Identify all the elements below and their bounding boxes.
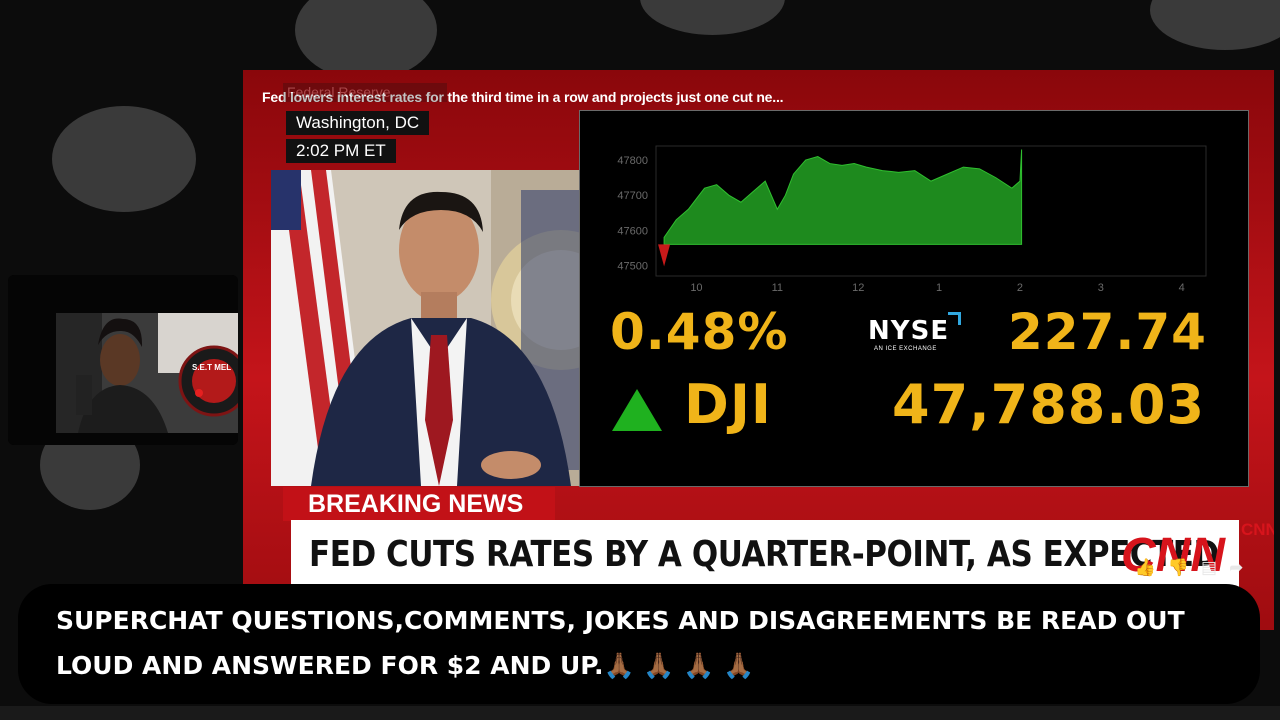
- video-title[interactable]: Fed lowers interest rates for the third …: [262, 89, 784, 105]
- chart-x-tick: 3: [1098, 282, 1104, 291]
- breaking-news-label: BREAKING NEWS: [283, 487, 555, 521]
- bg-dot: [640, 0, 785, 35]
- chart-x-tick: 4: [1179, 282, 1185, 291]
- time-text: 2:02 PM ET: [286, 139, 396, 163]
- index-value: 47,788.03: [892, 373, 1206, 436]
- streamer-badge: S.E.T MEL: [192, 363, 232, 372]
- chart-y-tick: 47600: [617, 225, 648, 237]
- anchor-camera: [271, 170, 579, 486]
- superchat-banner: SUPERCHAT QUESTIONS,COMMENTS, JOKES AND …: [18, 584, 1260, 704]
- market-panel: 47500 47600 47700 47800 10 11 12 1 2 3 4 0.48% NYS…: [579, 110, 1249, 487]
- bg-dot: [1150, 0, 1280, 50]
- point-change: 227.74: [1008, 303, 1207, 361]
- headline-text: FED CUTS RATES BY A QUARTER-POINT, AS EX…: [309, 534, 1219, 575]
- bg-dot: [295, 0, 437, 80]
- bottom-bar: [0, 706, 1280, 720]
- chart-y-tick: 47800: [617, 155, 648, 167]
- chart-x-tick: 10: [690, 282, 702, 291]
- bg-dot: [52, 106, 196, 212]
- up-triangle-icon: [612, 389, 662, 431]
- action-icons: 👍 👎 ▤ ➦: [1118, 553, 1260, 583]
- chart-x-tick: 12: [852, 282, 864, 291]
- comment-icon[interactable]: ▤: [1201, 558, 1218, 577]
- chart-x-tick: 1: [936, 282, 942, 291]
- nyse-logo: NYSE AN ICE EXCHANGE: [868, 312, 961, 352]
- chart-area-up: [663, 149, 1023, 245]
- thumbs-down-icon[interactable]: 👎: [1167, 558, 1190, 577]
- streamer-illustration: [8, 275, 238, 445]
- share-icon[interactable]: ➦: [1229, 558, 1244, 577]
- superchat-text: SUPERCHAT QUESTIONS,COMMENTS, JOKES AND …: [56, 606, 1185, 680]
- video-player[interactable]: Fed lowers interest rates for the third …: [243, 70, 1274, 630]
- nyse-corner-mark: [948, 312, 961, 325]
- location-text: Washington, DC: [286, 111, 430, 135]
- headline-bar: FED CUTS RATES BY A QUARTER-POINT, AS EX…: [291, 520, 1239, 590]
- chart-y-tick: 47700: [617, 190, 648, 202]
- chart-area-down: [658, 244, 671, 267]
- cnn-bug: CNN: [1241, 520, 1274, 539]
- chart-plot-border: [655, 145, 1207, 277]
- anchor-illustration: [271, 170, 579, 486]
- nyse-logo-sub: AN ICE EXCHANGE: [874, 346, 937, 352]
- nyse-logo-text: NYSE: [868, 316, 950, 346]
- streamer-webcam: S.E.T MEL: [8, 275, 238, 445]
- thumbs-up-icon[interactable]: 👍: [1134, 558, 1156, 577]
- chart-x-tick: 11: [772, 282, 783, 291]
- chart-y-tick: 47500: [617, 260, 648, 272]
- location-label: Federal Reserve: [283, 83, 447, 102]
- index-name: DJI: [684, 373, 773, 436]
- percent-change: 0.48%: [610, 303, 789, 361]
- cnn-logo: CNN: [1121, 529, 1225, 582]
- chart-x-tick: 2: [1017, 282, 1023, 291]
